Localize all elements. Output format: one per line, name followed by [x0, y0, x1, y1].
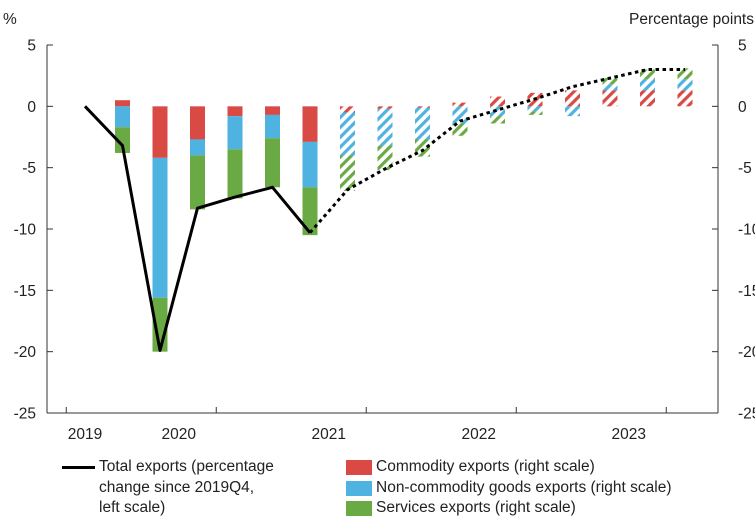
noncommodity-bar: [377, 108, 393, 146]
left-y-tick-label: 0: [27, 99, 36, 116]
legend-item-commodity: Commodity exports (right scale): [346, 457, 671, 478]
noncommodity-bar: [602, 84, 618, 91]
services-bar: [265, 138, 280, 188]
right-y-tick-label: -10: [738, 222, 755, 239]
services-bar: [302, 187, 318, 236]
commodity-bar: [190, 106, 205, 140]
x-year-label: 2019: [68, 426, 102, 443]
noncommodity-bar: [565, 106, 580, 117]
commodity-bar: [677, 90, 693, 107]
total-exports-line: [83, 105, 312, 352]
legend-item-noncommodity: Non-commodity goods exports (right scale…: [346, 478, 671, 499]
services-bar: [527, 111, 543, 115]
legend-left: Total exports (percentage change since 2…: [62, 457, 274, 519]
commodity-bar: [415, 106, 430, 108]
right-y-tick-label: -20: [738, 344, 755, 361]
services-bar: [415, 139, 430, 157]
total-exports-forecast-line: [308, 68, 685, 234]
commodity-bar: [302, 106, 318, 142]
noncommodity-bar: [527, 106, 543, 112]
left-y-tick-label: 5: [27, 38, 36, 55]
services-bar: [377, 145, 393, 171]
legend-label-total-exports: Total exports (percentage change since 2…: [99, 458, 274, 516]
left-y-tick-label: -5: [22, 160, 36, 177]
legend-line-swatch: [62, 466, 95, 469]
services-bar: [227, 149, 243, 199]
right-y-tick-label: -15: [738, 283, 755, 300]
services-bar: [490, 116, 505, 124]
legend-swatch-noncommodity: [346, 480, 372, 496]
services-bar: [190, 155, 205, 210]
commodity-bar: [115, 100, 130, 107]
right-y-tick-label: 0: [738, 99, 747, 116]
commodity-bar: [490, 96, 505, 107]
left-y-tick-label: -20: [14, 344, 37, 361]
noncommodity-bar: [640, 79, 655, 91]
commodity-bar: [602, 90, 618, 107]
noncommodity-bar: [302, 141, 318, 188]
commodity-bar: [340, 106, 355, 113]
legend-label-noncommodity: Non-commodity goods exports (right scale…: [376, 478, 672, 496]
services-bar: [640, 69, 655, 80]
noncommodity-bar: [415, 107, 430, 140]
x-year-label: 2023: [612, 426, 646, 443]
x-year-label: 2020: [162, 426, 197, 443]
services-bar: [602, 78, 618, 85]
noncommodity-bar: [490, 106, 505, 117]
right-y-tick-label: -25: [738, 406, 755, 423]
noncommodity-bar: [152, 157, 168, 298]
legend-label-services: Services exports (right scale): [376, 499, 576, 516]
commodity-bar: [377, 106, 393, 109]
left-y-tick-label: -10: [14, 222, 37, 239]
commodity-bar: [265, 106, 280, 115]
left-y-tick-label: -15: [14, 283, 36, 300]
services-bar: [115, 127, 130, 153]
x-year-label: 2022: [462, 426, 496, 443]
commodity-bar: [452, 102, 468, 107]
left-y-tick-label: -25: [14, 406, 36, 423]
noncommodity-bar: [227, 116, 243, 150]
commodity-bar: [640, 90, 655, 107]
noncommodity-bar: [677, 79, 693, 91]
legend-label-commodity: Commodity exports (right scale): [376, 458, 595, 475]
services-bar: [340, 155, 355, 191]
left-axis-unit: %: [3, 11, 17, 28]
legend-right: Commodity exports (right scale) Non-comm…: [346, 457, 671, 519]
right-axis-unit: Percentage points: [629, 11, 754, 28]
legend-swatch-commodity: [346, 460, 372, 475]
right-y-tick-label: 5: [738, 38, 747, 55]
commodity-bar: [152, 106, 168, 158]
commodity-bar: [565, 90, 580, 107]
legend-swatch-services: [346, 501, 372, 516]
noncommodity-bar: [115, 106, 130, 128]
noncommodity-bar: [340, 112, 355, 156]
x-year-label: 2021: [312, 426, 346, 443]
noncommodity-bar: [452, 106, 468, 124]
legend-item-services: Services exports (right scale): [346, 498, 671, 519]
noncommodity-bar: [190, 139, 205, 156]
services-bar: [452, 123, 468, 136]
commodity-bar: [227, 106, 243, 117]
noncommodity-bar: [265, 114, 280, 139]
legend-item-total-exports: Total exports (percentage change since 2…: [62, 457, 274, 519]
right-y-tick-label: -5: [738, 160, 752, 177]
services-bar: [677, 68, 693, 80]
